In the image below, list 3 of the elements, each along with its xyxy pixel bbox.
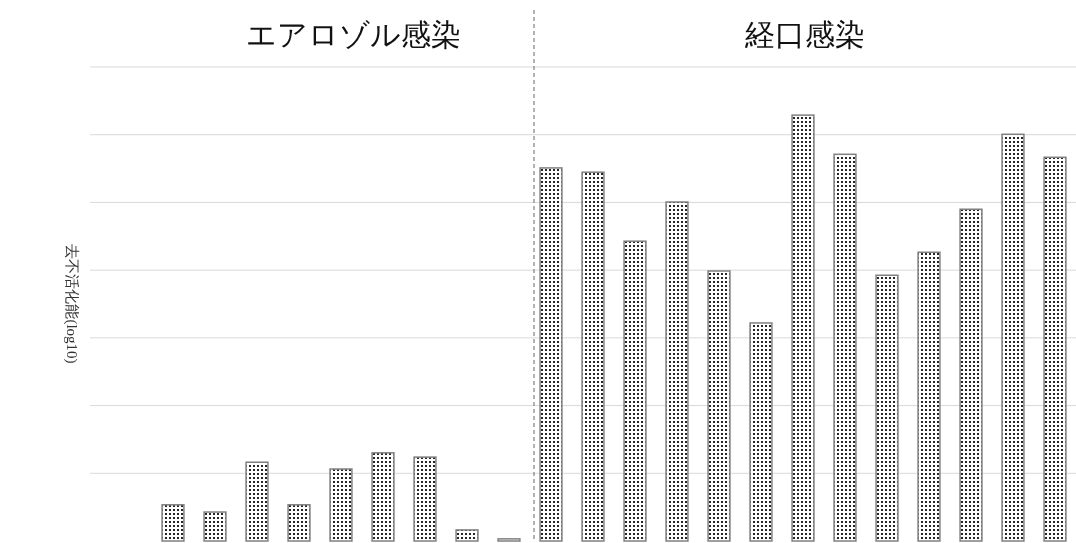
text: エアロゾル感染 [245, 18, 461, 51]
text: 経口感染 [744, 18, 865, 51]
y-axis-title: 去不活化能(log10) [62, 244, 80, 364]
